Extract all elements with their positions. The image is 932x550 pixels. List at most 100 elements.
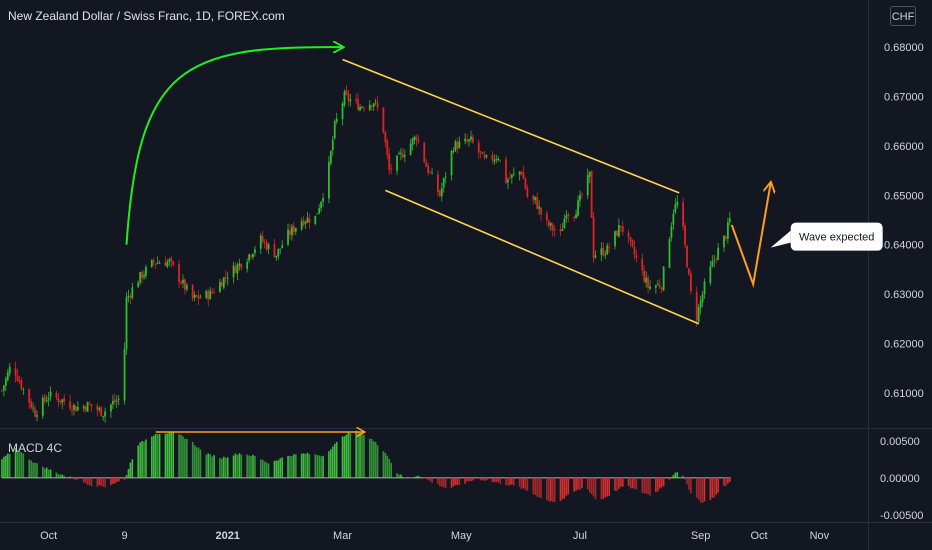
macd-bar: [604, 477, 607, 498]
candle-body: [143, 274, 145, 278]
macd-bar: [232, 455, 235, 478]
candle-body: [726, 222, 729, 239]
candle-body: [534, 196, 537, 201]
candle-body: [127, 295, 130, 298]
candle-body: [191, 284, 194, 299]
macd-bar: [100, 477, 103, 487]
candle-body: [185, 285, 188, 290]
macd-bar: [331, 446, 334, 478]
macd-bar: [320, 456, 322, 478]
macd-label: MACD 4C: [8, 441, 63, 455]
candle-body: [684, 225, 686, 246]
candle-body: [197, 295, 200, 299]
time-tick-label: 2021: [215, 530, 239, 542]
macd-bar: [5, 455, 7, 478]
macd-bar: [238, 453, 241, 478]
macd-bar: [125, 475, 128, 478]
candle-body: [6, 372, 9, 380]
macd-bar: [594, 477, 597, 500]
macd-bar: [59, 474, 62, 478]
candle-body: [90, 404, 93, 407]
candle-body: [682, 202, 685, 227]
candle-body: [4, 378, 7, 386]
macd-bar: [90, 477, 93, 487]
candle-body: [199, 297, 202, 299]
candle-body: [662, 266, 665, 291]
macd-bar: [524, 477, 527, 490]
candle-body: [438, 190, 441, 197]
candle-body: [226, 277, 229, 279]
macd-bar: [522, 477, 525, 489]
candle-body: [641, 258, 644, 271]
currency-button[interactable]: CHF: [890, 6, 916, 26]
macd-bar: [481, 477, 484, 481]
macd-bar: [398, 474, 400, 478]
macd-bar: [388, 458, 391, 478]
macd-bar: [55, 472, 58, 478]
candle-body: [507, 179, 509, 183]
macd-bar: [368, 438, 371, 478]
channel-lower-line: [385, 189, 699, 325]
macd-bar: [14, 447, 17, 478]
macd-bar: [345, 434, 348, 478]
candle-body: [302, 219, 305, 226]
macd-bar: [376, 445, 379, 478]
candle-body: [520, 172, 523, 174]
macd-bar: [86, 477, 89, 485]
candle-body: [563, 218, 566, 229]
macd-bar: [246, 454, 248, 478]
candle-body: [699, 300, 702, 309]
candle-body: [30, 401, 33, 408]
candle-body: [427, 165, 430, 173]
macd-bar: [6, 453, 9, 478]
macd-bar: [318, 455, 320, 478]
macd-bar: [273, 460, 276, 478]
macd-bar: [304, 453, 307, 478]
candle-body: [619, 225, 622, 228]
macd-bar: [464, 477, 466, 484]
candle-body: [384, 132, 387, 142]
macd-bar: [526, 477, 529, 492]
callout-pointer: [770, 230, 791, 248]
macd-bar: [123, 477, 126, 480]
macd-bar: [575, 477, 577, 491]
candle-body: [649, 286, 651, 289]
macd-bar: [57, 474, 60, 478]
candle-body: [8, 366, 11, 374]
candle-body: [152, 260, 155, 263]
macd-bar: [240, 454, 243, 478]
macd-bar: [688, 477, 690, 490]
candle-body: [224, 276, 227, 278]
macd-bar: [439, 477, 441, 487]
candle-body: [294, 228, 297, 232]
macd-bar: [221, 458, 223, 478]
macd-bar: [275, 460, 278, 478]
candle-body: [499, 159, 502, 161]
candle-body: [308, 218, 311, 223]
macd-bar: [316, 455, 319, 478]
candle-body: [111, 401, 114, 405]
candle-body: [110, 404, 112, 412]
macd-bar: [277, 460, 280, 478]
macd-bar: [248, 455, 250, 478]
candle-body: [440, 188, 443, 197]
candle-body: [575, 214, 577, 219]
candle-body: [703, 281, 706, 294]
macd-bar: [226, 457, 229, 478]
candle-body: [425, 162, 428, 167]
macd-bar: [695, 477, 698, 498]
macd-bar: [154, 434, 157, 478]
macd-pane: [1, 430, 731, 503]
macd-bar: [18, 452, 21, 478]
macd-bar: [499, 477, 501, 484]
candle-body: [606, 245, 609, 255]
macd-bar: [512, 477, 515, 486]
candle-body: [207, 291, 210, 300]
macd-bar: [158, 434, 161, 478]
candle-body: [723, 235, 725, 248]
candle-body: [431, 173, 433, 175]
candle-body: [335, 118, 338, 122]
macd-bar: [382, 451, 385, 478]
candle-body: [518, 171, 521, 175]
candle-body: [586, 175, 589, 196]
